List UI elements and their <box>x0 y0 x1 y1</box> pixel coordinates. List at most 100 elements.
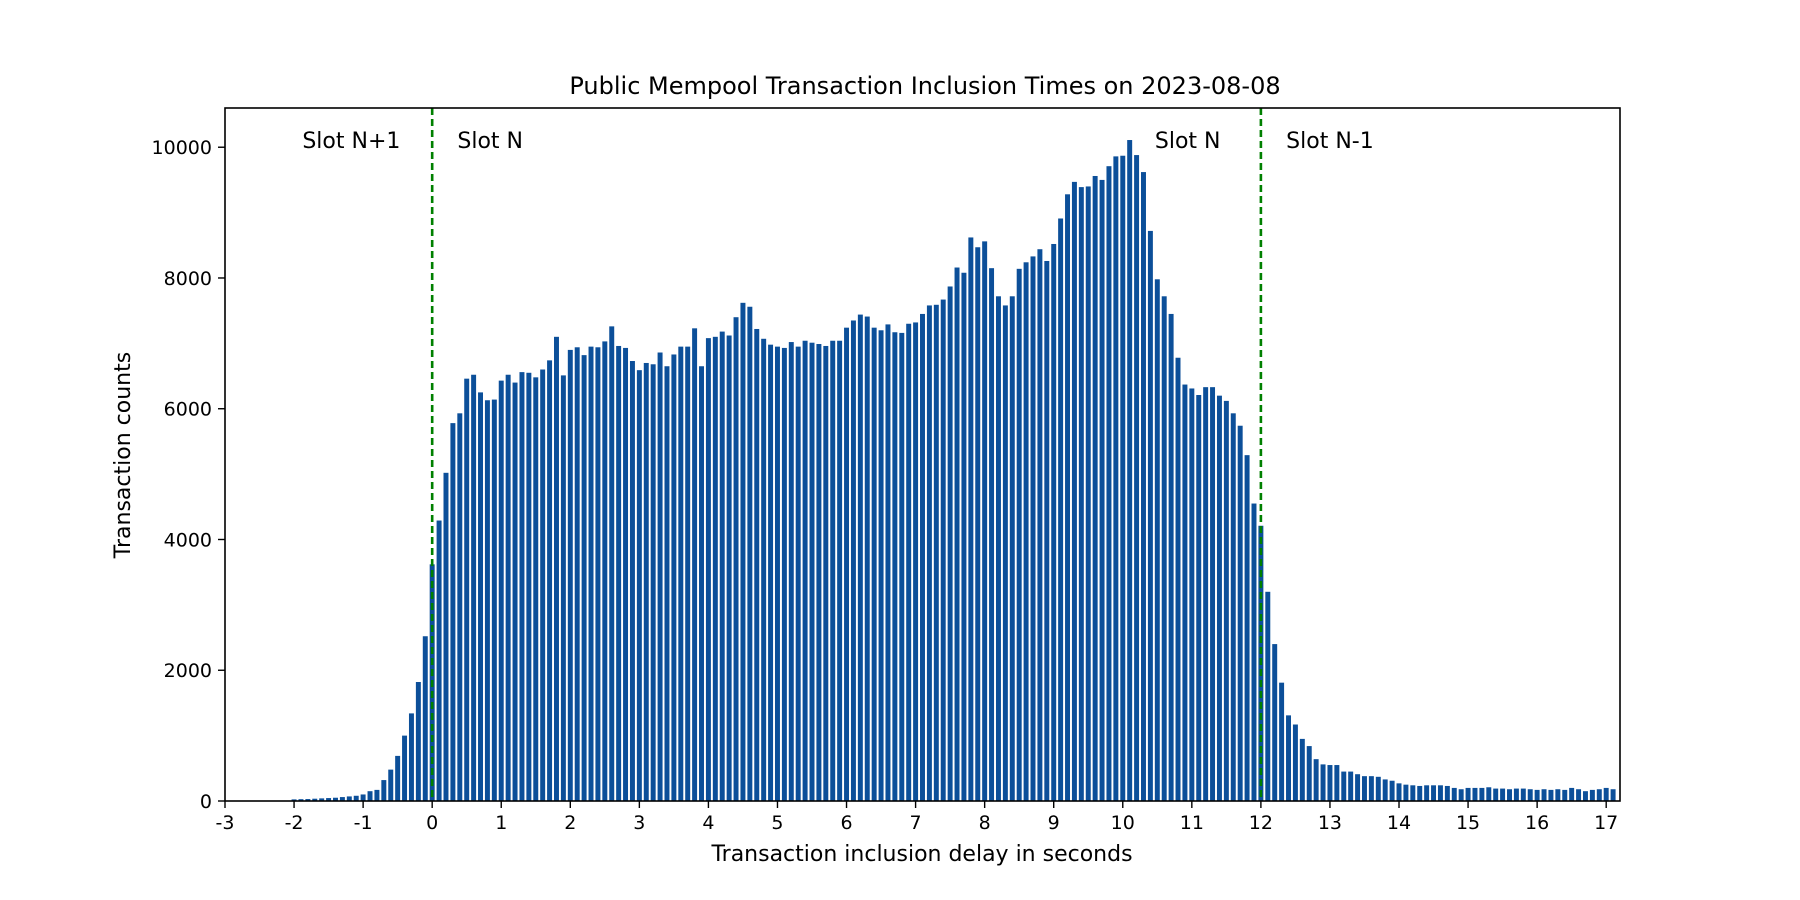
bar <box>850 320 856 801</box>
bar <box>1113 156 1119 801</box>
bar <box>664 366 670 801</box>
bar <box>871 327 877 801</box>
bar <box>643 362 649 801</box>
bar <box>505 374 511 801</box>
bar <box>844 327 850 801</box>
bar <box>961 272 967 801</box>
bar <box>291 799 297 801</box>
bar <box>491 399 497 801</box>
bar <box>1382 779 1388 801</box>
bar <box>1541 789 1547 801</box>
bar <box>353 795 359 801</box>
x-tick-label: 0 <box>426 812 438 834</box>
bar <box>1154 279 1160 801</box>
bar <box>567 349 573 801</box>
bar <box>1458 789 1464 801</box>
bar <box>692 328 698 801</box>
bar <box>968 237 974 801</box>
bar <box>1334 765 1340 801</box>
bar <box>560 375 566 801</box>
bar <box>602 341 608 801</box>
bar <box>1078 187 1084 802</box>
bar <box>1569 787 1575 801</box>
bar <box>864 316 870 801</box>
bar <box>1389 780 1395 801</box>
bar <box>484 400 490 801</box>
x-tick-label: 4 <box>702 812 714 834</box>
bar <box>1251 503 1257 801</box>
x-tick-label: 5 <box>771 812 783 834</box>
bar <box>926 305 932 801</box>
bar <box>747 306 753 801</box>
bar <box>305 799 311 801</box>
bar <box>1410 785 1416 801</box>
y-axis-label: Transaction counts <box>111 352 136 559</box>
bar <box>906 323 912 801</box>
bar <box>678 346 684 801</box>
bar <box>781 347 787 801</box>
bar <box>609 326 615 801</box>
bar <box>415 682 421 801</box>
bar <box>1065 194 1071 802</box>
bar <box>1444 785 1450 801</box>
bar <box>1106 166 1112 801</box>
bar <box>636 370 642 801</box>
bar <box>947 286 953 802</box>
bar <box>616 345 622 801</box>
bar <box>526 372 532 801</box>
bar <box>1230 413 1236 801</box>
bar <box>940 299 946 801</box>
bar <box>333 797 338 801</box>
bar <box>1555 789 1561 801</box>
bar <box>1465 787 1471 801</box>
bar <box>422 636 428 801</box>
y-tick-label: 0 <box>200 791 212 813</box>
bar <box>1548 789 1554 801</box>
bar <box>395 755 401 801</box>
chart-title: Public Mempool Transaction Inclusion Tim… <box>569 72 1280 100</box>
bar <box>1051 243 1057 802</box>
bar <box>623 347 629 801</box>
bar <box>685 346 691 801</box>
x-tick-label: 13 <box>1318 812 1342 834</box>
bar <box>1127 140 1133 801</box>
x-tick-label: 8 <box>979 812 991 834</box>
bar <box>1479 787 1485 801</box>
bar <box>540 369 546 801</box>
bar <box>1320 764 1326 801</box>
bar <box>581 355 587 801</box>
bar <box>1396 783 1402 801</box>
bar <box>498 380 504 801</box>
x-tick-label: 14 <box>1387 812 1411 834</box>
bar <box>1030 256 1036 801</box>
bar <box>823 345 829 801</box>
bar <box>1500 788 1506 801</box>
y-axis: 0 2000 4000 6000 8000 10000 <box>152 137 225 813</box>
x-tick-label: 11 <box>1180 812 1204 834</box>
bar <box>388 769 394 801</box>
bar <box>650 364 656 801</box>
x-axis-label: Transaction inclusion delay in seconds <box>710 842 1132 867</box>
bar <box>1341 771 1347 801</box>
bar <box>574 347 580 801</box>
bar <box>699 366 704 801</box>
bar <box>1023 262 1029 801</box>
bar <box>312 798 318 801</box>
bar <box>1223 400 1229 801</box>
bar <box>1203 387 1209 801</box>
bar <box>837 340 843 801</box>
bar <box>1189 388 1195 801</box>
bar <box>657 352 663 801</box>
bar <box>1182 384 1188 801</box>
bar <box>1610 789 1616 801</box>
bar <box>774 346 780 801</box>
bar <box>512 382 518 801</box>
bar <box>830 340 836 801</box>
bar <box>298 799 304 801</box>
bar <box>768 344 774 801</box>
bar <box>795 346 801 801</box>
bar <box>809 342 815 801</box>
bar <box>339 797 345 801</box>
bar <box>975 247 981 801</box>
bar <box>1451 787 1457 801</box>
